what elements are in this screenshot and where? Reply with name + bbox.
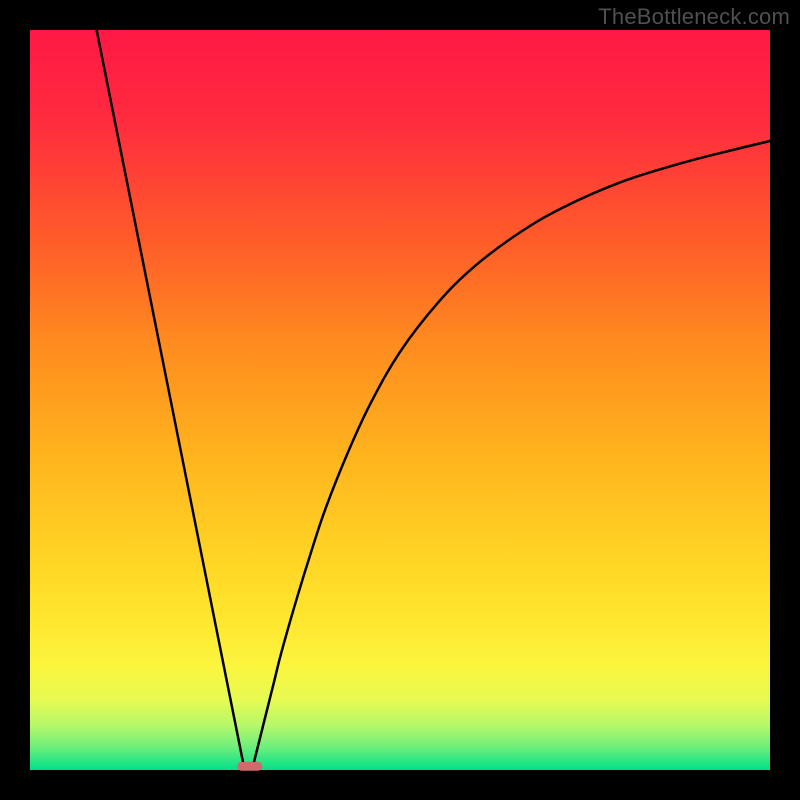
minimum-marker	[237, 762, 262, 771]
chart-svg	[0, 0, 800, 800]
chart-container: TheBottleneck.com	[0, 0, 800, 800]
watermark-text: TheBottleneck.com	[598, 4, 790, 30]
plot-background	[30, 30, 770, 770]
